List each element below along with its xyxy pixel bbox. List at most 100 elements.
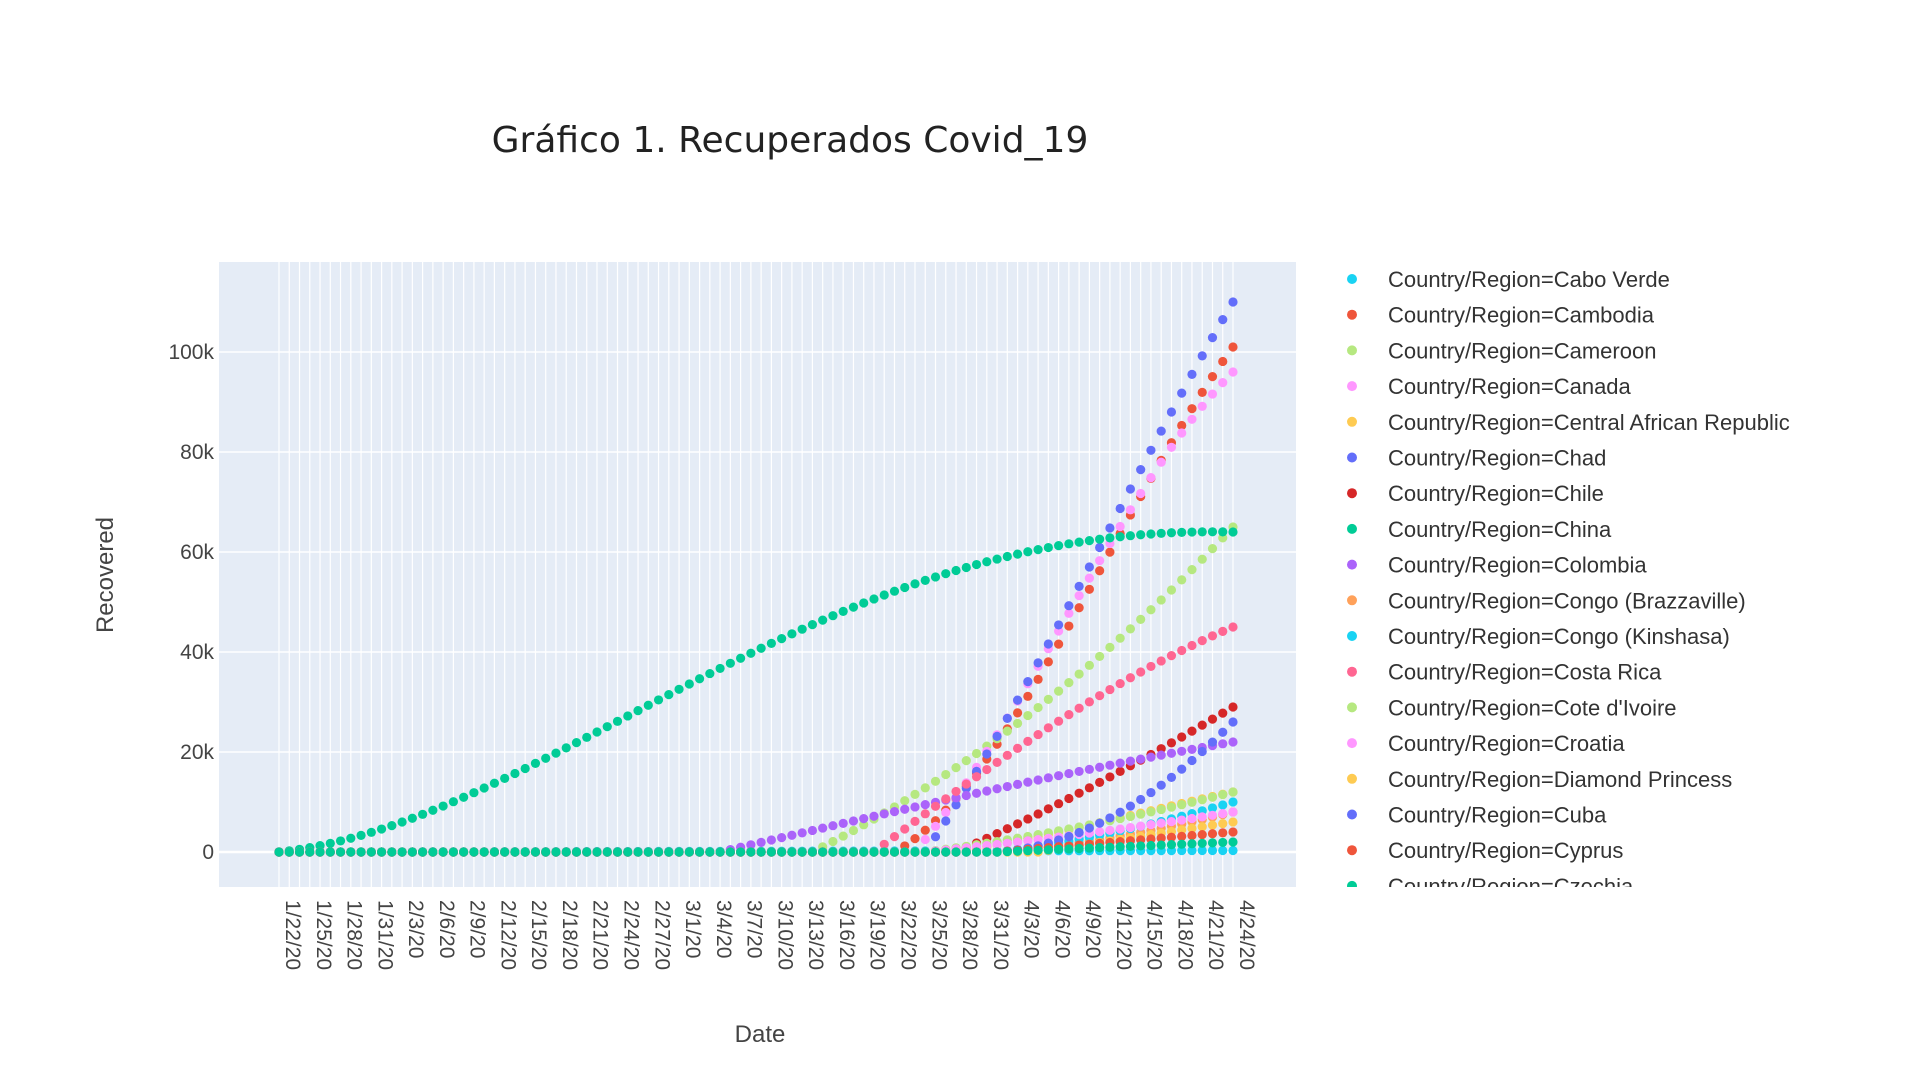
data-point (1156, 833, 1166, 843)
x-tick-label: 1/22/20 (281, 900, 304, 970)
data-point (1156, 818, 1166, 828)
data-point (428, 847, 438, 857)
data-point (961, 562, 971, 573)
data-point (1125, 756, 1136, 766)
data-point (1002, 726, 1012, 736)
data-point (725, 658, 735, 668)
data-point (530, 758, 541, 769)
data-point (746, 847, 756, 857)
x-tick-label: 2/18/20 (558, 900, 581, 970)
data-point (1228, 827, 1238, 837)
data-point (807, 847, 818, 857)
data-point (500, 847, 510, 857)
data-point (1084, 536, 1094, 546)
data-point (571, 847, 582, 857)
data-point (971, 847, 982, 857)
data-point (1207, 544, 1218, 554)
data-point (315, 847, 325, 857)
data-point (889, 847, 900, 857)
data-point (1105, 760, 1115, 770)
data-point (1023, 677, 1033, 687)
data-point (438, 801, 448, 811)
data-point (479, 783, 489, 793)
x-tick-label: 3/10/20 (773, 900, 796, 970)
data-point (982, 841, 992, 851)
data-point (469, 788, 479, 798)
data-point (1187, 404, 1197, 414)
x-tick-label: 4/21/20 (1204, 900, 1227, 970)
data-point (1105, 642, 1115, 652)
data-point (828, 611, 838, 621)
data-point (756, 847, 766, 857)
data-point (1177, 825, 1187, 835)
data-point (1177, 800, 1187, 810)
data-point (1084, 584, 1094, 594)
series-markers (274, 297, 1238, 857)
data-point (1156, 780, 1166, 790)
data-point (1105, 825, 1115, 836)
data-point (500, 773, 510, 784)
data-point (1218, 790, 1228, 800)
data-point (1218, 527, 1228, 537)
data-point (1105, 523, 1115, 533)
legend-item-label: Country/Region=Cambodia (1388, 303, 1655, 328)
data-point (1166, 840, 1177, 850)
data-point (1012, 837, 1023, 847)
y-tick-label: 0 (202, 841, 214, 864)
legend-marker (1347, 738, 1357, 749)
data-point (1218, 356, 1228, 367)
data-point (930, 801, 941, 811)
data-point (294, 847, 305, 857)
legend-item-label: Country/Region=Cameroon (1388, 338, 1656, 363)
data-point (1023, 547, 1033, 557)
data-point (1187, 565, 1197, 575)
data-point (479, 847, 489, 857)
data-point (1177, 420, 1187, 431)
data-point (951, 565, 961, 576)
data-point (1197, 822, 1207, 832)
legend-marker (1347, 702, 1357, 713)
data-point (1146, 840, 1156, 851)
data-point (1115, 633, 1125, 643)
data-point (951, 786, 961, 797)
data-point (1166, 772, 1177, 782)
data-point (1207, 389, 1218, 399)
y-tick-label: 20k (180, 741, 214, 764)
x-tick-label: 3/22/20 (896, 900, 919, 970)
data-point (1218, 727, 1228, 737)
data-point (1156, 744, 1166, 754)
data-point (1166, 748, 1177, 758)
data-point (1054, 620, 1064, 630)
data-point (1197, 401, 1207, 411)
data-point (1105, 842, 1115, 852)
data-point (459, 847, 469, 857)
data-point (920, 783, 930, 793)
data-point (1033, 658, 1043, 668)
data-point (1187, 830, 1197, 841)
data-point (756, 837, 766, 848)
data-point (1187, 369, 1197, 379)
data-point (551, 748, 561, 758)
legend-marker (1347, 880, 1357, 887)
data-point (889, 832, 900, 842)
chart-title: Gráfico 1. Recuperados Covid_19 (492, 120, 1089, 161)
data-point (930, 847, 941, 857)
y-tick-label: 40k (180, 641, 214, 664)
data-point (930, 821, 941, 831)
data-point (1218, 845, 1228, 856)
data-point (1095, 843, 1105, 853)
data-point (1043, 804, 1053, 814)
data-point (459, 792, 469, 802)
data-point (1197, 527, 1207, 537)
data-point (941, 769, 951, 780)
data-point (736, 653, 746, 663)
data-point (1033, 729, 1043, 740)
data-point (1002, 824, 1012, 834)
data-point (1125, 624, 1136, 634)
legend-item-label: Country/Region=Cote d'Ivoire (1388, 695, 1677, 720)
data-point (1023, 736, 1033, 747)
data-point (1228, 527, 1238, 537)
data-point (900, 796, 910, 806)
data-point (1054, 835, 1064, 845)
data-point (1136, 754, 1146, 764)
